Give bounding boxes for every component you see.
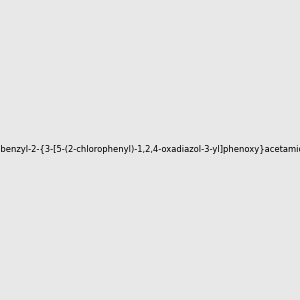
Text: N-benzyl-2-{3-[5-(2-chlorophenyl)-1,2,4-oxadiazol-3-yl]phenoxy}acetamide: N-benzyl-2-{3-[5-(2-chlorophenyl)-1,2,4-… (0, 146, 300, 154)
